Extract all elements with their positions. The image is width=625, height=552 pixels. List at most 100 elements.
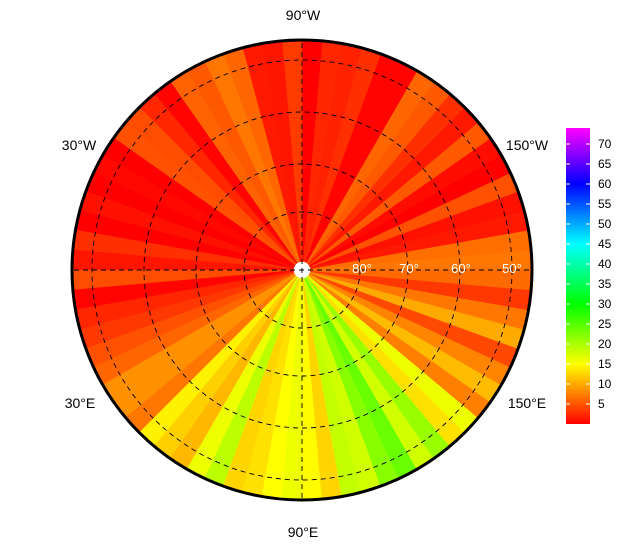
colorbar-tick-label: 15 <box>598 357 612 371</box>
heatmap-cell <box>47 313 65 337</box>
heatmap-cell <box>531 333 532 359</box>
graticule <box>72 40 532 500</box>
heatmap-cell <box>235 507 259 525</box>
heatmap-cell <box>72 333 73 359</box>
heatmap-cell <box>235 15 259 33</box>
colorbar-tick-label: 45 <box>598 237 612 251</box>
colorbar-tick-label: 70 <box>598 137 612 151</box>
lon-label-90e: 90°E <box>288 524 319 540</box>
lat-label-80: 80° <box>352 261 372 276</box>
heatmap-cell <box>213 40 239 41</box>
heatmap-cell <box>323 511 347 527</box>
heatmap-cell <box>529 227 532 251</box>
heatmap-cell <box>44 291 60 315</box>
lon-label-90w: 90°W <box>286 7 321 23</box>
heatmap-cell <box>543 225 559 249</box>
heatmap-cell <box>365 499 391 500</box>
heatmap-cell <box>47 203 65 227</box>
heatmap-cell <box>259 40 283 43</box>
heatmap-cell <box>118 442 145 469</box>
colorbar-tick-label: 35 <box>598 277 612 291</box>
heatmap-cell <box>153 470 180 495</box>
heatmap-cell <box>153 45 180 70</box>
heatmap-cell <box>43 270 57 293</box>
heatmap-cell <box>281 501 302 515</box>
heatmap-cell <box>459 71 486 98</box>
lon-label-30w: 30°W <box>62 137 97 153</box>
heatmap-cell <box>118 71 145 98</box>
heatmap-cell <box>213 499 239 500</box>
colorbar-tick-label: 55 <box>598 197 612 211</box>
heatmap-cell <box>424 470 451 495</box>
map-border <box>70 38 534 502</box>
heatmap-cell <box>442 457 469 483</box>
heatmap-cell <box>72 160 81 187</box>
heatmap-cell <box>89 103 115 130</box>
heatmap-cell <box>543 291 559 315</box>
heatmap-cell <box>405 481 432 500</box>
heatmap-cell <box>103 427 130 454</box>
colorbar-gradient <box>566 128 590 424</box>
heatmap-cell <box>523 160 532 187</box>
lon-label-150e: 150°E <box>508 395 546 411</box>
heatmap-cell <box>442 57 469 83</box>
lat-label-60: 60° <box>451 261 471 276</box>
heatmap-cell <box>192 491 219 500</box>
colorbar-tick-label: 20 <box>598 337 612 351</box>
heatmap-cell <box>321 497 345 500</box>
colorbar-tick-label: 65 <box>598 157 612 171</box>
heatmap-cell <box>135 57 162 83</box>
heatmap-cell <box>72 289 75 313</box>
heatmap-cell <box>302 25 323 39</box>
heatmap-cell <box>57 249 71 270</box>
heatmap-cell <box>321 40 345 43</box>
heatmap-cell <box>459 442 486 469</box>
heatmap-cell <box>259 497 283 500</box>
heatmap-cell <box>72 181 73 207</box>
heatmap-cell <box>529 289 532 313</box>
colorbar-tick-label: 5 <box>598 397 605 411</box>
heatmap-cell <box>57 270 71 291</box>
colorbar-tick-label: 10 <box>598 377 612 391</box>
colorbar: 5 10 15 20 25 30 35 40 45 50 55 60 65 70 <box>566 128 612 424</box>
latitude-circle <box>143 111 461 429</box>
heatmap-cell <box>281 25 302 39</box>
heatmap-cell <box>103 86 130 113</box>
heatmap-cell <box>533 270 547 291</box>
heatmap-cell <box>172 481 199 500</box>
heatmap-cell <box>257 511 281 527</box>
colorbar-tick-label: 50 <box>598 217 612 231</box>
heatmap-cell <box>257 12 281 28</box>
heatmap-cell <box>302 501 323 515</box>
heatmap-cell <box>345 507 369 525</box>
heatmap-cell <box>546 270 560 293</box>
heatmap-cell <box>424 45 451 70</box>
heatmap-cell <box>489 103 515 130</box>
lon-label-30e: 30°E <box>65 395 96 411</box>
heatmap-cell <box>523 353 532 380</box>
heatmap-cell <box>385 40 412 49</box>
heatmap-cell <box>474 86 501 113</box>
lat-label-70: 70° <box>399 261 419 276</box>
heatmap-cell <box>135 457 162 483</box>
heatmap-cell <box>405 40 432 59</box>
heatmap-cell <box>365 40 391 41</box>
heatmap-cell <box>323 12 347 28</box>
heatmap-cell <box>489 410 515 437</box>
heatmap-cell <box>546 247 560 270</box>
heatmap-cell <box>43 247 57 270</box>
heatmap-cell <box>89 410 115 437</box>
heatmap-cell <box>539 203 557 227</box>
colorbar-tick-label: 60 <box>598 177 612 191</box>
lat-label-50: 50° <box>502 261 522 276</box>
heatmap-cell <box>385 491 412 500</box>
colorbar-tick-label: 40 <box>598 257 612 271</box>
colorbar-tick-label: 25 <box>598 317 612 331</box>
heatmap-cell <box>172 40 199 59</box>
heatmap-cell <box>539 313 557 337</box>
lon-label-150w: 150°W <box>506 137 549 153</box>
heatmap-cell <box>345 15 369 33</box>
heatmap-cell <box>474 427 501 454</box>
colorbar-tick-label: 30 <box>598 297 612 311</box>
